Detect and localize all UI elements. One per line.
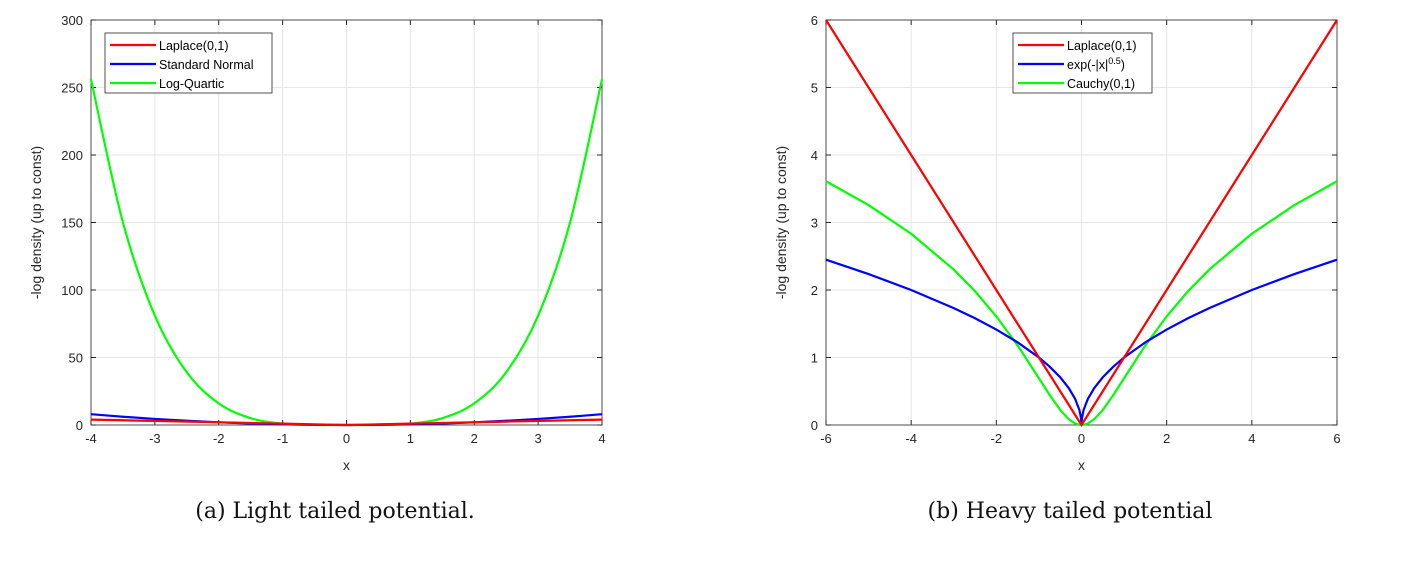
plot-0: -4 -3 -2 -1 0 1 2 3 4 0 50 100 150 200 250 300 x -log den… xyxy=(28,13,606,473)
legend-entry: Laplace(0,1) xyxy=(1067,39,1137,53)
y-tick-label: 200 xyxy=(61,148,83,163)
x-tick-label: -4 xyxy=(905,431,917,446)
y-tick-label: 50 xyxy=(69,351,83,366)
legend: Laplace(0,1)exp(-|x|0.5)Cauchy(0,1) xyxy=(1012,32,1153,94)
x-tick-label: -6 xyxy=(820,431,832,446)
y-tick-label: 2 xyxy=(811,283,818,298)
y-tick-label: 150 xyxy=(61,216,83,231)
legend: Laplace(0,1) Standard Normal Log-Quartic xyxy=(104,32,273,94)
x-tick-label: 4 xyxy=(598,431,605,446)
x-tick-label: 3 xyxy=(535,431,542,446)
x-tick-label: -2 xyxy=(213,431,225,446)
y-tick-label: 0 xyxy=(76,418,83,433)
x-tick-label: -4 xyxy=(85,431,97,446)
y-tick-label: 5 xyxy=(811,81,818,96)
x-tick-label: 2 xyxy=(1163,431,1170,446)
y-tick-label: 3 xyxy=(811,216,818,231)
legend-entry: Laplace(0,1) xyxy=(159,39,229,53)
y-axis-label: -log density (up to const) xyxy=(28,146,44,299)
series-line-laplace-0-1- xyxy=(90,418,603,427)
legend-entry: Log-Quartic xyxy=(159,77,224,91)
caption-b: (b) Heavy tailed potential xyxy=(927,499,1213,524)
legend-entry: Cauchy(0,1) xyxy=(1067,77,1135,91)
x-tick-label: 2 xyxy=(471,431,478,446)
x-tick-label: -2 xyxy=(991,431,1003,446)
x-tick-label: 1 xyxy=(407,431,414,446)
x-axis-label: x xyxy=(1078,457,1085,473)
legend-paren: ) xyxy=(1121,58,1125,72)
caption-a: (a) Light tailed potential. xyxy=(195,499,475,524)
x-tick-label: -3 xyxy=(149,431,161,446)
x-tick-label: 4 xyxy=(1248,431,1255,446)
series-line-laplace-0-1- xyxy=(825,19,1338,428)
y-axis-label: -log density (up to const) xyxy=(773,146,789,299)
y-tick-label: 1 xyxy=(811,351,818,366)
x-tick-label: -1 xyxy=(277,431,289,446)
y-tick-label: 0 xyxy=(811,418,818,433)
y-tick-label: 300 xyxy=(61,13,83,28)
plot-1: -6 -4 -2 0 2 4 6 0 1 2 3 4 5 6 x -log density (up to co… xyxy=(773,13,1341,473)
legend-superscript: 0.5 xyxy=(1108,56,1121,66)
y-tick-label: 250 xyxy=(61,81,83,96)
x-axis-label: x xyxy=(343,457,350,473)
x-tick-label: 0 xyxy=(343,431,350,446)
x-tick-label: 6 xyxy=(1333,431,1340,446)
y-tick-label: 100 xyxy=(61,283,83,298)
x-tick-label: 0 xyxy=(1078,431,1085,446)
y-tick-label: 4 xyxy=(811,148,818,163)
legend-entry: Standard Normal xyxy=(159,58,254,72)
y-tick-label: 6 xyxy=(811,13,818,28)
